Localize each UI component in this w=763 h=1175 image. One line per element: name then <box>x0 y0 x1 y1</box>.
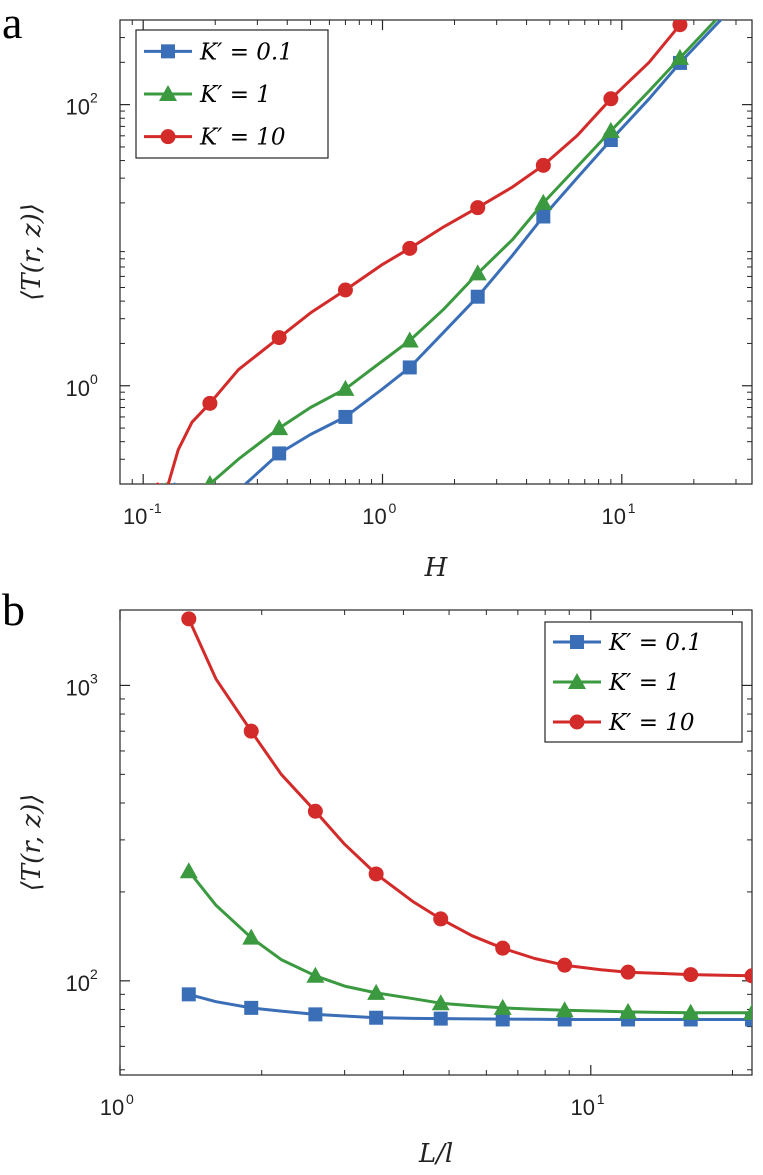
legend-marker-triangle <box>568 673 586 689</box>
x-axis-label-a: H <box>424 553 449 583</box>
data-point-triangle <box>336 379 355 396</box>
series-line-2 <box>156 20 687 484</box>
data-point-circle <box>620 964 636 980</box>
legend-label: K′ = 10 <box>199 125 286 151</box>
legend-b: K′ = 0.1 K′ = 1 K′ = 10 <box>544 621 743 743</box>
data-point-triangle <box>619 1002 638 1019</box>
legend-label: K′ = 0.1 <box>608 630 702 656</box>
data-point-square <box>369 1010 384 1025</box>
series-line-2 <box>187 617 752 978</box>
x-tick-label: 10 <box>602 504 626 529</box>
y-tick-exponent: 3 <box>90 670 98 686</box>
x-tick-exponent: 0 <box>388 500 396 516</box>
data-point-circle <box>243 723 259 739</box>
data-point-triangle <box>400 331 419 348</box>
data-point-square <box>402 360 417 375</box>
x-tick-exponent: -1 <box>149 500 162 516</box>
y-tick-exponent: 2 <box>90 90 98 106</box>
series-layer-a <box>156 20 723 527</box>
y-tick-label: 10 <box>66 95 90 120</box>
data-point-circle <box>603 91 619 107</box>
legend-label: K′ = 1 <box>608 670 680 696</box>
series-line-1 <box>187 869 752 1015</box>
data-point-triangle <box>468 264 487 281</box>
legend-label: K′ = 1 <box>199 82 271 108</box>
data-point-triangle <box>670 48 689 65</box>
data-point-circle <box>557 957 573 973</box>
data-point-square <box>536 209 551 224</box>
x-tick-label: 10 <box>362 504 386 529</box>
x-tick-label: 10 <box>100 1095 124 1120</box>
data-point-triangle <box>204 475 215 484</box>
data-point-square <box>338 409 353 424</box>
data-point-circle <box>271 330 287 346</box>
x-axis-label-b: L/l <box>418 1139 453 1169</box>
data-point-triangle <box>367 983 386 1000</box>
data-point-triangle <box>242 928 261 945</box>
data-point-triangle <box>306 966 325 983</box>
y-tick-label: 10 <box>66 675 90 700</box>
x-tick-label: 10 <box>123 504 147 529</box>
x-tick-exponent: 0 <box>126 1091 134 1107</box>
data-point-square <box>495 1012 510 1027</box>
data-point-square <box>181 987 196 1002</box>
data-point-circle <box>470 200 486 216</box>
x-tick-exponent: 1 <box>597 1091 605 1107</box>
y-axis-label-b: ⟨T(r, z)⟩ <box>17 794 47 892</box>
y-tick-exponent: 0 <box>90 371 98 387</box>
data-point-square <box>272 446 287 461</box>
data-point-circle <box>202 395 218 411</box>
x-tick-label: 10 <box>571 1095 595 1120</box>
data-point-triangle <box>270 419 289 436</box>
legend-marker-triangle <box>159 85 177 101</box>
data-point-triangle <box>743 1003 752 1020</box>
legend-marker-circle <box>569 714 585 730</box>
data-point-square <box>203 513 217 527</box>
y-tick-label: 10 <box>66 971 90 996</box>
panel-b-letter: b <box>2 584 25 635</box>
x-tick-exponent: 1 <box>628 500 636 516</box>
y-tick-exponent: 2 <box>90 966 98 982</box>
panel-a-letter: a <box>2 0 22 48</box>
data-point-circle <box>433 911 449 927</box>
data-point-triangle <box>179 862 198 879</box>
series-line-1 <box>164 20 718 484</box>
data-point-triangle <box>493 998 512 1015</box>
series-layer-b <box>179 611 752 1027</box>
data-point-circle <box>402 240 418 256</box>
data-point-square <box>244 1000 259 1015</box>
y-tick-label: 10 <box>66 376 90 401</box>
data-point-circle <box>307 803 323 819</box>
legend-marker-square <box>161 44 175 59</box>
data-point-triangle <box>681 1003 700 1020</box>
data-point-circle <box>368 866 384 882</box>
series-line-0 <box>187 992 752 1021</box>
data-point-triangle <box>431 994 450 1011</box>
data-point-circle <box>535 157 551 173</box>
data-point-circle <box>744 968 752 984</box>
legend-a: K′ = 0.1 K′ = 1 K′ = 10 <box>135 29 329 159</box>
legend-marker-square <box>570 635 584 649</box>
data-point-square <box>308 1007 323 1022</box>
legend-label: K′ = 10 <box>608 710 695 736</box>
legend-marker-circle <box>160 129 176 145</box>
data-point-circle <box>683 967 699 983</box>
data-point-circle <box>181 611 197 627</box>
data-point-square <box>433 1011 448 1026</box>
data-point-triangle <box>534 193 553 210</box>
y-axis-label-a: ⟨T(r, z)⟩ <box>17 203 47 301</box>
data-point-circle <box>672 20 688 33</box>
data-point-circle <box>495 940 511 956</box>
data-point-square <box>470 289 485 304</box>
data-point-triangle <box>555 1001 574 1018</box>
data-point-triangle <box>601 121 620 138</box>
series-line-0 <box>172 20 723 484</box>
data-point-circle <box>337 282 353 298</box>
legend-label: K′ = 0.1 <box>199 39 293 65</box>
